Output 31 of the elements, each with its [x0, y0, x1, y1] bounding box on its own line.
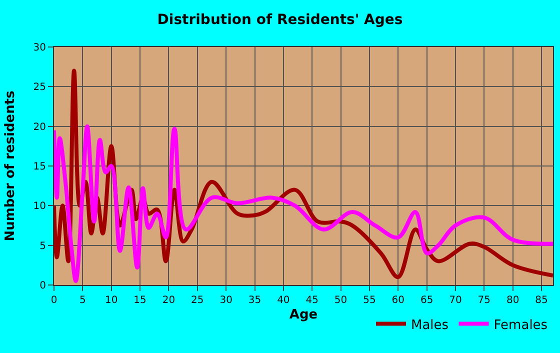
x-tick-label: 0	[50, 295, 58, 306]
y-tick-label: 15	[33, 162, 46, 172]
x-tick-label: 65	[420, 295, 434, 306]
chart-title: Distribution of Residents' Ages	[157, 12, 403, 28]
x-tick-label: 75	[478, 295, 491, 306]
y-tick-label: 30	[33, 42, 46, 54]
x-tick-label: 35	[248, 295, 262, 306]
x-tick-label: 55	[363, 295, 376, 306]
legend-label: Males	[411, 318, 449, 333]
y-tick-label: 25	[33, 82, 46, 94]
x-tick-label: 45	[306, 295, 318, 306]
x-tick-label: 15	[134, 295, 146, 306]
y-tick-label: 5	[40, 240, 46, 252]
x-tick-label: 85	[535, 295, 548, 306]
y-tick-label: 20	[33, 122, 46, 133]
legend-label: Females	[494, 318, 548, 333]
x-tick-label: 50	[334, 295, 348, 306]
x-axis-title: Age	[289, 308, 318, 323]
x-tick-label: 40	[277, 295, 290, 306]
y-tick-label: 10	[33, 201, 46, 212]
y-tick-label: 0	[40, 280, 46, 292]
x-tick-label: 60	[392, 295, 405, 306]
line-series	[54, 124, 553, 284]
x-tick-label: 20	[162, 295, 176, 306]
x-tick-label: 5	[79, 295, 86, 306]
x-tick-label: 30	[220, 295, 232, 306]
y-axis-title: Number of residents	[3, 90, 18, 242]
x-tick-label: 25	[191, 295, 204, 306]
x-tick-label: 10	[104, 295, 118, 306]
x-tick-label: 70	[449, 295, 462, 306]
x-tick-label: 80	[506, 295, 520, 306]
